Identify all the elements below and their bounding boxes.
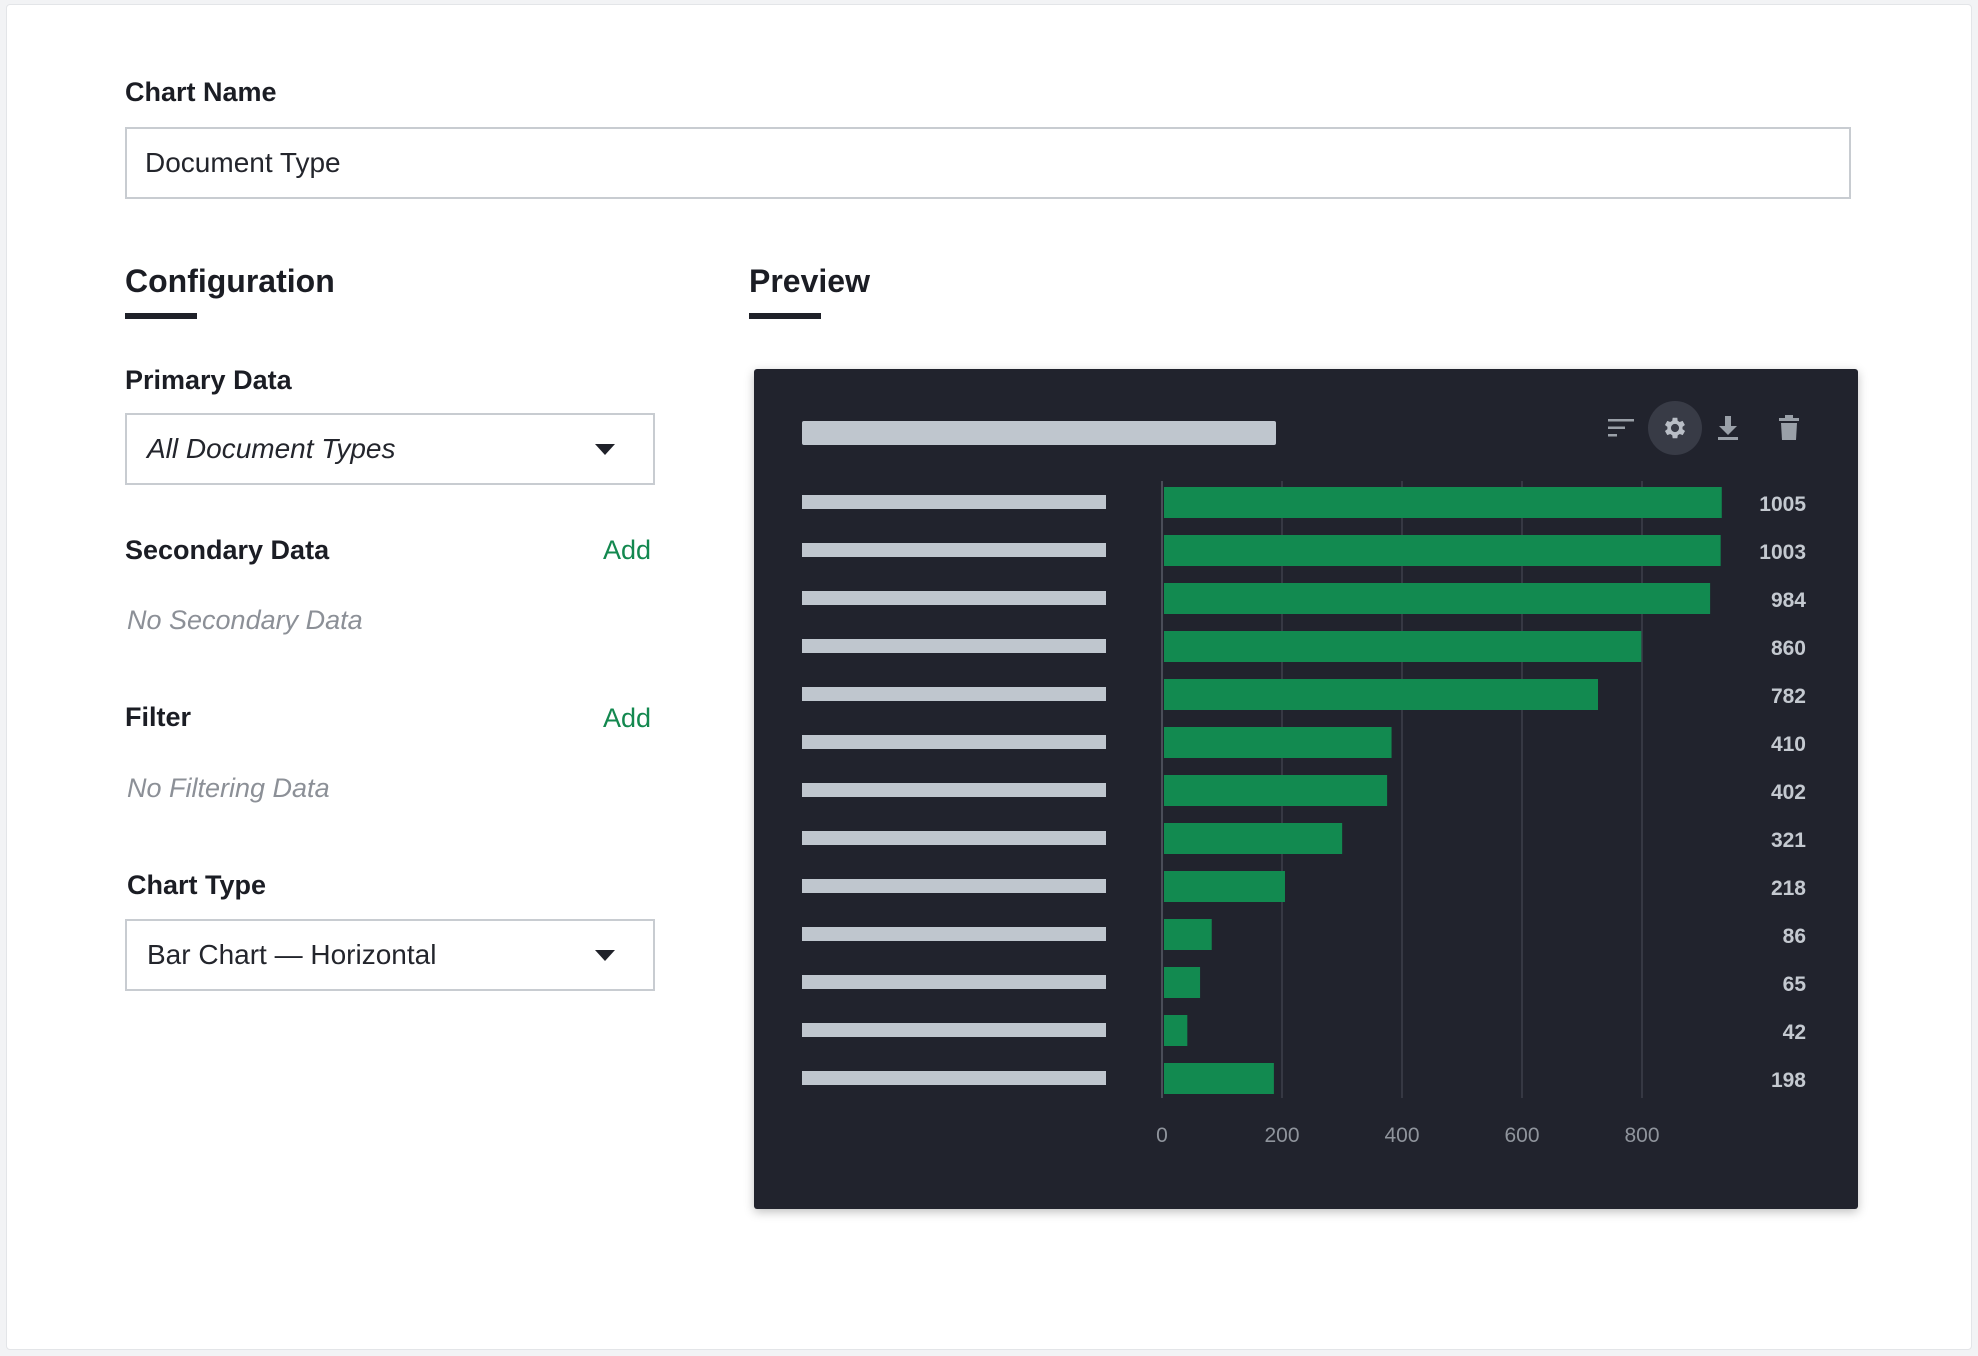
chart-name-input[interactable]: Document Type — [125, 127, 1851, 199]
category-label-placeholder — [802, 543, 1106, 557]
bar[interactable] — [1164, 1015, 1188, 1046]
download-button[interactable] — [1701, 401, 1755, 455]
category-label-placeholder — [802, 927, 1106, 941]
category-label-placeholder — [802, 783, 1106, 797]
bar[interactable] — [1164, 727, 1392, 758]
bar-value-label: 1003 — [1759, 541, 1806, 564]
bar-value-label: 65 — [1783, 973, 1807, 996]
chart-type-value: Bar Chart — Horizontal — [147, 939, 437, 970]
primary-data-select[interactable]: All Document Types — [125, 413, 655, 485]
chart-title-placeholder — [802, 421, 1276, 445]
bar[interactable] — [1164, 535, 1721, 566]
category-label-placeholder — [802, 591, 1106, 605]
configuration-underline — [125, 313, 197, 319]
x-tick-label: 800 — [1624, 1124, 1659, 1147]
trash-icon — [1779, 415, 1799, 440]
category-label-placeholder — [802, 735, 1106, 749]
bar-value-label: 402 — [1771, 781, 1806, 804]
category-label-placeholder — [802, 495, 1106, 509]
bar-value-label: 42 — [1783, 1021, 1806, 1044]
bar-value-label: 86 — [1783, 925, 1806, 948]
secondary-data-add-link[interactable]: Add — [603, 535, 652, 565]
chart-preview-panel: 0 200 400 600 800 1005 1003 984 860 782 410 402 321 2… — [754, 369, 1858, 1209]
category-label-placeholder — [802, 639, 1106, 653]
bar[interactable] — [1164, 583, 1711, 614]
bar[interactable] — [1164, 919, 1212, 950]
bar[interactable] — [1164, 631, 1642, 662]
bar[interactable] — [1164, 871, 1285, 902]
bar[interactable] — [1164, 487, 1722, 518]
secondary-data-label: Secondary Data — [125, 535, 330, 565]
bar-value-label: 410 — [1771, 733, 1806, 756]
chart-editor-card: Chart Name Document Type Configuration P… — [6, 4, 1972, 1350]
secondary-data-empty: No Secondary Data — [127, 605, 363, 635]
chart-type-label: Chart Type — [127, 870, 267, 900]
bar-value-label: 1005 — [1759, 493, 1806, 516]
filter-label: Filter — [125, 702, 192, 732]
settings-button[interactable] — [1648, 401, 1702, 455]
filter-add-link[interactable]: Add — [603, 703, 652, 733]
caret-down-icon — [595, 443, 615, 455]
category-label-placeholder — [802, 879, 1106, 893]
x-tick-label: 400 — [1384, 1124, 1419, 1147]
bar[interactable] — [1164, 775, 1388, 806]
primary-data-value: All Document Types — [147, 433, 396, 464]
bar-value-label: 984 — [1771, 589, 1806, 612]
bar[interactable] — [1164, 1063, 1274, 1094]
bar[interactable] — [1164, 967, 1201, 998]
bar[interactable] — [1164, 679, 1599, 710]
caret-down-icon — [595, 949, 615, 961]
delete-button[interactable] — [1762, 401, 1816, 455]
category-label-placeholder — [802, 687, 1106, 701]
primary-data-label: Primary Data — [125, 365, 292, 395]
category-label-placeholder — [802, 831, 1106, 845]
gear-icon — [1664, 417, 1686, 439]
chart-name-label: Chart Name — [125, 77, 277, 107]
x-tick-label: 200 — [1264, 1124, 1299, 1147]
configuration-heading: Configuration — [125, 263, 335, 299]
x-tick-label: 0 — [1156, 1124, 1168, 1147]
bar-value-label: 218 — [1771, 877, 1806, 900]
download-icon — [1718, 416, 1738, 440]
bar-value-label: 782 — [1771, 685, 1806, 708]
bar-value-label: 321 — [1771, 829, 1806, 852]
sort-icon — [1608, 419, 1634, 437]
bar-chart: 0 200 400 600 800 1005 1003 984 860 782 410 402 321 2… — [802, 481, 1807, 1147]
sort-button[interactable] — [1594, 401, 1648, 455]
bar[interactable] — [1164, 823, 1343, 854]
category-label-placeholder — [802, 1071, 1106, 1085]
x-tick-label: 600 — [1504, 1124, 1539, 1147]
preview-heading: Preview — [749, 263, 870, 299]
preview-underline — [749, 313, 821, 319]
bar-value-label: 198 — [1771, 1069, 1806, 1092]
filter-empty: No Filtering Data — [127, 773, 330, 803]
bar-value-label: 860 — [1771, 637, 1806, 660]
category-label-placeholder — [802, 1023, 1106, 1037]
category-label-placeholder — [802, 975, 1106, 989]
chart-type-select[interactable]: Bar Chart — Horizontal — [125, 919, 655, 991]
